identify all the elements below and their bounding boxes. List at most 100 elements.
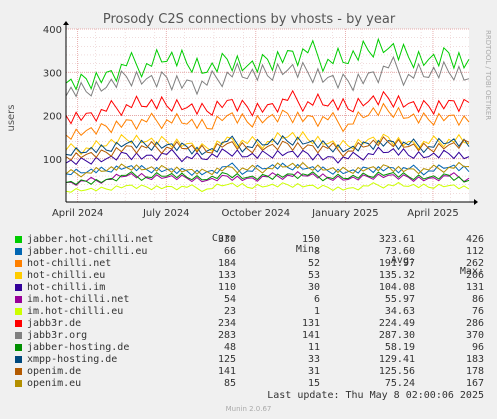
legend-name: hot-chilli.eu — [27, 270, 106, 281]
series-line-jabb3r.de — [65, 89, 470, 125]
legend-name: im.hot-chilli.eu — [27, 306, 124, 317]
legend-row: hot-chilli.net 184 52 191.97 262 — [0, 258, 497, 270]
axes: 100 200 300 400 April 2024 July 2024 October 2… — [43, 21, 478, 219]
rrdtool-credit: RRDTOOL / TOBI OETIKER — [484, 30, 492, 120]
x-tick-label: January 2025 — [311, 208, 379, 219]
legend-min: 150 — [301, 234, 320, 245]
legend-avg: 224.49 — [378, 318, 415, 329]
legend-swatch — [15, 272, 22, 279]
legend-row: hot-chilli.eu 133 53 135.32 206 — [0, 270, 497, 282]
legend-row: jabb3r.org 283 141 287.30 370 — [0, 330, 497, 342]
x-tick-label: April 2024 — [52, 208, 103, 219]
chart: Prosody C2S connections by vhosts - by y… — [6, 12, 492, 219]
legend-swatch — [15, 332, 22, 339]
legend-min: 6 — [313, 294, 320, 305]
legend-swatch — [15, 344, 22, 351]
legend-min: 31 — [307, 366, 320, 377]
legend-avg: 75.24 — [384, 378, 415, 389]
legend-avg: 323.61 — [378, 234, 415, 245]
x-tick-label: July 2024 — [142, 208, 190, 219]
header-cur: Cur: — [211, 233, 236, 244]
series-line-im.hot-chilli.eu — [65, 181, 470, 193]
legend-row: openim.eu 85 15 75.24 167 — [0, 378, 497, 390]
legend-min: 30 — [307, 282, 320, 293]
chart-title: Prosody C2S connections by vhosts - by y… — [103, 12, 396, 27]
y-axis-arrow — [63, 21, 69, 25]
legend-name: openim.eu — [27, 378, 82, 389]
x-tick-label: October 2024 — [221, 208, 290, 219]
munin-version: Munin 2.0.67 — [225, 405, 272, 413]
legend-avg: 58.19 — [384, 342, 415, 353]
legend-avg: 135.32 — [378, 270, 415, 281]
legend-max: 76 — [471, 306, 484, 317]
legend-swatch — [15, 368, 22, 375]
legend-cur: 48 — [223, 342, 236, 353]
series-line-jabb3r.org — [65, 55, 470, 98]
series-line-jabber.hot-chilli.net — [65, 37, 470, 91]
y-tick-label: 100 — [43, 155, 62, 166]
series-line-hot-chilli.eu — [65, 130, 470, 156]
legend-name: xmpp-hosting.de — [27, 354, 118, 365]
legend-max: 206 — [465, 270, 484, 281]
header-max: Max: — [459, 266, 484, 277]
legend-avg: 191.97 — [378, 258, 415, 269]
legend-swatch — [15, 260, 22, 267]
legend-name: jabber.hot-chilli.eu — [27, 246, 148, 257]
series-line-openim.eu — [65, 161, 470, 178]
legend-row: openim.de 141 31 125.56 178 — [0, 366, 497, 378]
legend-cur: 66 — [223, 246, 236, 257]
legend-min: 141 — [301, 330, 320, 341]
legend-max: 262 — [465, 258, 484, 269]
legend-cur: 184 — [217, 258, 236, 269]
last-update: Last update: Thu May 8 02:00:06 2025 — [267, 390, 484, 401]
legend-name: hot-chilli.net — [27, 258, 112, 269]
legend-avg: 287.30 — [378, 330, 415, 341]
series-line-im.hot-chilli.net — [65, 171, 470, 186]
legend-cur: 23 — [223, 306, 236, 317]
legend-max: 96 — [471, 342, 484, 353]
legend-row: im.hot-chilli.eu 23 1 34.63 76 — [0, 306, 497, 318]
legend-swatch — [15, 296, 22, 303]
legend-swatch — [15, 236, 22, 243]
legend-avg: 125.56 — [378, 366, 415, 377]
header-min: Min: — [295, 244, 320, 255]
legend-max: 426 — [465, 234, 484, 245]
legend-name: jabb3r.de — [27, 318, 82, 329]
y-tick-label: 200 — [43, 112, 62, 123]
series-line-hot-chilli.net — [65, 102, 470, 140]
legend-min: 15 — [307, 378, 320, 389]
legend-min: 52 — [307, 258, 320, 269]
legend-swatch — [15, 356, 22, 363]
y-axis-label: users — [6, 104, 17, 131]
legend-cur: 330 — [217, 234, 236, 245]
legend-avg: 129.41 — [378, 354, 415, 365]
legend-cur: 85 — [223, 378, 236, 389]
legend-avg: 55.97 — [384, 294, 415, 305]
legend-swatch — [15, 308, 22, 315]
y-tick-label: 300 — [43, 68, 62, 79]
legend-name: hot-chilli.im — [27, 282, 106, 293]
legend-max: 112 — [465, 246, 484, 257]
legend-cur: 54 — [223, 294, 236, 305]
legend-min: 53 — [307, 270, 320, 281]
x-axis-arrow — [474, 199, 478, 205]
series-line-hot-chilli.im — [65, 146, 470, 166]
legend-cur: 110 — [217, 282, 236, 293]
legend-max: 167 — [465, 378, 484, 389]
legend-max: 178 — [465, 366, 484, 377]
legend-min: 1 — [313, 306, 320, 317]
legend-name: im.hot-chilli.net — [27, 294, 130, 305]
legend-max: 183 — [465, 354, 484, 365]
x-tick-label: April 2025 — [407, 208, 458, 219]
legend-avg: 73.60 — [384, 246, 415, 257]
legend-row: im.hot-chilli.net 54 6 55.97 86 — [0, 294, 497, 306]
legend-cur: 133 — [217, 270, 236, 281]
legend-name: jabber-hosting.de — [27, 342, 130, 353]
legend-swatch — [15, 380, 22, 387]
legend-avg: 104.08 — [378, 282, 415, 293]
legend-avg: 34.63 — [384, 306, 415, 317]
legend-row: xmpp-hosting.de 125 33 129.41 183 — [0, 354, 497, 366]
legend-min: 33 — [307, 354, 320, 365]
legend-swatch — [15, 320, 22, 327]
legend-cur: 283 — [217, 330, 236, 341]
